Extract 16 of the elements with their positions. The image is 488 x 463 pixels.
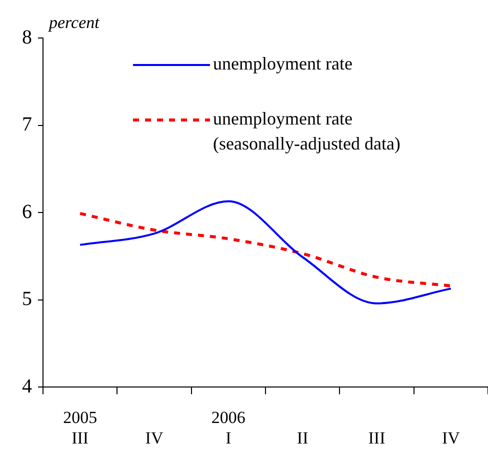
x-tick-label: II bbox=[296, 428, 309, 448]
line-series bbox=[78, 212, 452, 288]
y-tick-label: 6 bbox=[22, 200, 32, 223]
y-tick-label: 8 bbox=[22, 26, 32, 48]
x-tick-label: III bbox=[368, 428, 386, 448]
legend-label: unemployment rate (seasonally-adjusted data) bbox=[213, 108, 400, 154]
y-tick-label: 5 bbox=[22, 288, 32, 310]
y-axis-title: percent bbox=[48, 13, 101, 32]
x-tick-label: IV bbox=[145, 428, 164, 448]
line-series bbox=[79, 200, 452, 304]
y-tick-label: 4 bbox=[22, 375, 32, 398]
legend-label: unemployment rate bbox=[213, 54, 352, 74]
x-tick-label: 2006 I bbox=[211, 408, 246, 448]
y-tick-label: 7 bbox=[22, 114, 32, 136]
x-tick-label: 2005 III bbox=[63, 408, 98, 448]
x-tick-label: IV bbox=[442, 428, 461, 448]
